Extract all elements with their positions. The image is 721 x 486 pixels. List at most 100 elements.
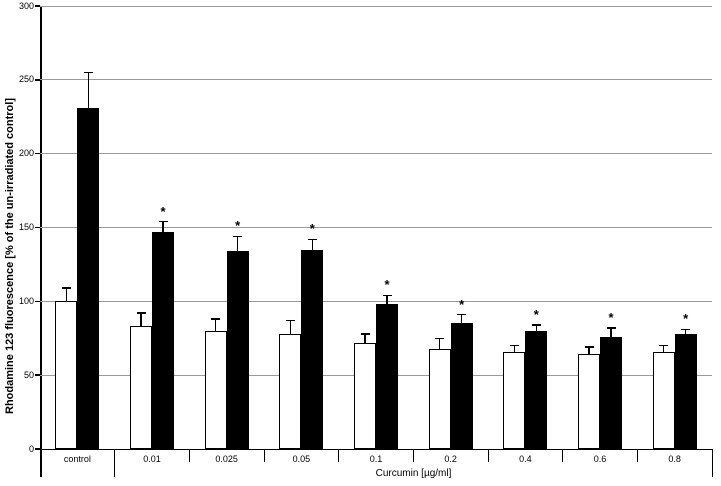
error-bar-cap <box>136 312 146 314</box>
error-bar-cap <box>382 294 392 297</box>
error-bar-cap <box>509 344 519 347</box>
bar-filled-bars <box>77 107 100 449</box>
x-category-label: 0.1 <box>369 454 383 464</box>
gridline <box>40 5 712 7</box>
error-bar-cap <box>606 327 616 329</box>
significance-asterisk: * <box>160 203 166 219</box>
error-bar-line <box>588 347 590 355</box>
bar-filled-bars <box>600 336 622 449</box>
y-axis-tick <box>35 226 40 229</box>
error-bar-line <box>535 324 538 331</box>
x-category-label: control <box>63 454 91 464</box>
bar-open-bars <box>652 351 675 449</box>
error-bar-line <box>438 338 441 349</box>
error-bar-line <box>162 221 164 232</box>
bar-filled-bars <box>450 323 473 449</box>
significance-asterisk: * <box>533 306 539 322</box>
y-axis-tick <box>35 448 40 450</box>
error-bar-line <box>311 239 314 250</box>
error-bar-cap <box>659 344 669 347</box>
x-axis-tick <box>188 449 190 462</box>
x-axis-tick <box>636 449 638 462</box>
error-bar-cap <box>531 324 541 326</box>
y-axis-tick <box>35 374 40 376</box>
bar-filled-bars <box>674 333 697 449</box>
error-bar-cap <box>83 71 93 74</box>
x-category-label: 0.025 <box>215 454 238 464</box>
x-axis-tick <box>114 449 116 477</box>
significance-asterisk: * <box>235 218 241 234</box>
gridline <box>40 79 712 81</box>
significance-asterisk: * <box>459 296 465 312</box>
x-axis-title: Curcumin [µg/ml] <box>375 468 452 479</box>
bar-filled-bars <box>152 231 174 449</box>
error-bar-cap <box>307 238 317 241</box>
error-bar-cap <box>233 235 243 238</box>
x-axis-tick <box>562 449 564 462</box>
bar-filled-bars <box>525 330 548 449</box>
y-axis-tick <box>35 5 40 7</box>
error-bar-cap <box>211 318 221 320</box>
y-axis-tick <box>35 79 40 81</box>
y-axis-tick <box>35 300 40 303</box>
error-bar-line <box>364 333 366 343</box>
bar-open-bars <box>503 351 526 449</box>
error-bar-line <box>236 236 239 252</box>
error-bar-line <box>460 314 463 324</box>
y-tick-label: 250 <box>18 74 34 85</box>
error-bar-line <box>662 345 665 352</box>
significance-asterisk: * <box>309 221 315 237</box>
error-bar-cap <box>584 346 594 348</box>
y-axis-title: Rhodamine 123 fluorescence [% of the un-… <box>4 98 16 414</box>
error-bar-line <box>684 329 687 334</box>
x-category-label: 0.4 <box>519 454 532 464</box>
significance-asterisk: * <box>384 277 390 293</box>
error-bar-cap <box>61 287 71 289</box>
y-tick-label: 200 <box>18 148 34 159</box>
error-bar-line <box>513 345 516 352</box>
gridline <box>40 153 712 155</box>
error-bar-cap <box>360 333 370 335</box>
bar-filled-bars <box>226 251 249 449</box>
y-tick-label: 0 <box>28 443 34 454</box>
bar-open-bars <box>354 342 376 449</box>
x-axis-tick <box>338 449 340 462</box>
x-axis-line <box>40 448 713 450</box>
y-tick-label: 150 <box>18 222 34 232</box>
error-bar-line <box>87 72 90 108</box>
gridline <box>40 300 712 302</box>
error-bar-line <box>386 295 388 305</box>
x-axis-tick <box>263 449 265 462</box>
y-tick-label: 50 <box>23 369 34 380</box>
error-bar-cap <box>285 319 295 322</box>
x-category-label: 0.6 <box>593 454 607 464</box>
error-bar-line <box>289 320 292 334</box>
bar-open-bars <box>55 301 78 449</box>
bar-filled-bars <box>301 249 324 449</box>
significance-asterisk: * <box>683 311 689 327</box>
bar-open-bars <box>428 348 451 449</box>
x-category-label: 0.8 <box>668 454 681 464</box>
error-bar-line <box>65 288 68 302</box>
bar-filled-bars <box>376 304 398 449</box>
gridline <box>40 227 712 228</box>
bar-open-bars <box>204 330 227 449</box>
error-bar-line <box>214 319 217 331</box>
x-axis-tick <box>711 449 713 477</box>
error-bar-cap <box>435 337 445 339</box>
y-axis-tick <box>35 152 40 155</box>
x-category-label: 0.01 <box>143 454 161 464</box>
error-bar-line <box>610 327 612 337</box>
y-tick-label: 100 <box>18 295 34 306</box>
error-bar-cap <box>158 220 168 223</box>
x-category-label: 0.2 <box>444 454 457 464</box>
bar-open-bars <box>130 326 152 449</box>
x-axis-tick <box>487 449 489 462</box>
y-tick-label: 300 <box>18 0 34 11</box>
x-category-label: 0.05 <box>292 454 311 464</box>
x-axis-tick <box>412 449 414 462</box>
bar-open-bars <box>578 354 600 449</box>
y-axis-line <box>40 6 42 477</box>
error-bar-cap <box>457 313 467 316</box>
